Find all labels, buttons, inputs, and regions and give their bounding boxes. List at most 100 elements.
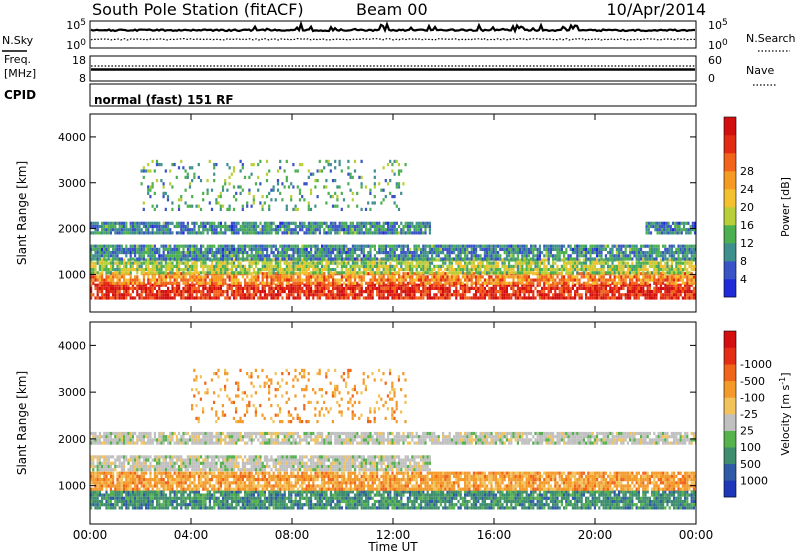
- power-cell: [488, 293, 491, 297]
- power-cell: [486, 257, 489, 261]
- power-cell: [499, 254, 502, 258]
- power-cell: [554, 290, 557, 294]
- power-cell: [303, 221, 306, 225]
- power-cell: [585, 257, 588, 261]
- power-cell: [149, 251, 152, 255]
- power-cell: [138, 228, 141, 232]
- power-cell: [615, 281, 618, 285]
- power-cell: [538, 257, 541, 261]
- power-cell: [664, 244, 667, 248]
- power-cell: [609, 271, 612, 275]
- power-cell: [409, 290, 412, 294]
- power-cell: [305, 224, 308, 229]
- power-cell: [424, 268, 427, 272]
- power-cell: [263, 244, 266, 248]
- power-cell: [571, 296, 574, 300]
- power-cell: [688, 261, 691, 265]
- power-cell: [457, 257, 460, 261]
- power-cell: [464, 286, 467, 290]
- power-cell: [587, 272, 590, 276]
- power-cell: [96, 286, 99, 290]
- power-cell: [607, 283, 610, 287]
- power-cell: [387, 244, 390, 248]
- power-cell: [334, 244, 337, 248]
- power-cell: [138, 231, 141, 235]
- power-cell: [393, 278, 396, 282]
- power-cell: [530, 296, 533, 300]
- power-cell: [239, 228, 242, 232]
- power-cell: [270, 258, 273, 262]
- power-cell: [393, 268, 396, 272]
- power-cell: [186, 290, 189, 294]
- power-cell: [211, 247, 214, 251]
- power-cell: [455, 296, 458, 300]
- power-cell: [228, 228, 231, 232]
- power-cell: [596, 258, 599, 262]
- power-cell: [112, 264, 115, 268]
- power-cell: [288, 264, 291, 268]
- power-cell: [305, 268, 308, 272]
- power-cell: [195, 257, 198, 261]
- power-cell: [107, 224, 110, 229]
- power-cell: [435, 293, 438, 297]
- power-cell: [167, 261, 170, 265]
- power-cell: [527, 290, 530, 294]
- power-cell: [428, 293, 431, 297]
- power-cell: [626, 268, 629, 272]
- power-cell: [538, 264, 541, 268]
- power-cell: [252, 257, 255, 261]
- power-cell: [448, 271, 451, 275]
- power-cell: [351, 293, 354, 297]
- power-cell: [655, 296, 658, 300]
- power-cell: [296, 268, 299, 272]
- power-cell: [103, 293, 106, 297]
- power-cell: [679, 271, 682, 275]
- power-cell: [391, 264, 394, 268]
- power-cell: [464, 257, 467, 261]
- power-cell: [332, 275, 335, 279]
- power-cell: [675, 275, 678, 279]
- power-cell: [142, 261, 145, 265]
- power-cell: [153, 257, 156, 261]
- power-cell: [420, 221, 423, 225]
- power-cell: [457, 244, 460, 248]
- power-cell: [294, 257, 297, 261]
- power-cell: [523, 244, 526, 248]
- power-cell: [96, 244, 99, 248]
- power-cell: [648, 278, 651, 282]
- power-cell: [336, 257, 339, 261]
- power-cell: [285, 281, 288, 285]
- power-cell: [167, 244, 170, 248]
- power-cell: [178, 286, 181, 290]
- power-cell: [657, 261, 660, 265]
- power-cell: [167, 257, 170, 261]
- power-cell: [299, 286, 302, 290]
- power-cell: [288, 286, 291, 290]
- power-cell: [224, 244, 227, 248]
- power-cell: [354, 251, 357, 255]
- power-cell: [686, 251, 689, 255]
- power-cell: [180, 296, 183, 300]
- power-cell: [118, 264, 121, 268]
- power-cell: [532, 247, 535, 251]
- power-cell: [332, 268, 335, 272]
- power-cell: [668, 258, 671, 262]
- power-cell: [125, 290, 128, 294]
- power-cell: [208, 228, 211, 232]
- power-cell: [415, 275, 418, 279]
- power-cell: [175, 251, 178, 255]
- power-cell: [233, 244, 236, 248]
- power-cell: [382, 275, 385, 279]
- power-cell: [576, 251, 579, 255]
- power-cell: [611, 278, 614, 282]
- power-cell: [230, 290, 233, 294]
- power-cell: [145, 283, 148, 287]
- power-cell: [607, 293, 610, 297]
- power-cell: [523, 290, 526, 294]
- power-cell: [219, 251, 222, 255]
- power-cell: [565, 278, 568, 282]
- power-cell: [437, 283, 440, 287]
- power-cell: [252, 293, 255, 297]
- nsky-trace: [90, 20, 695, 41]
- power-cell: [655, 264, 658, 268]
